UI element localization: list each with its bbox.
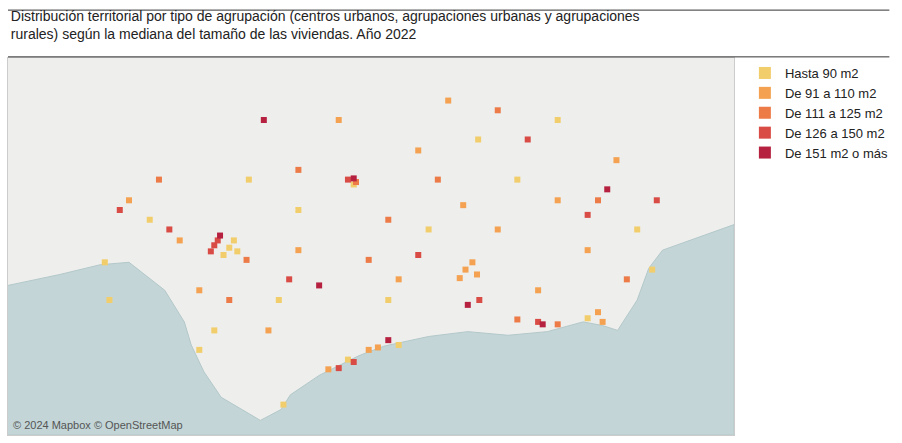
svg-text:De 111 a 125 m2: De 111 a 125 m2 xyxy=(785,106,883,121)
svg-text:© 2024 Mapbox © OpenStreetMap: © 2024 Mapbox © OpenStreetMap xyxy=(13,419,183,431)
svg-text:De 91 a 110 m2: De 91 a 110 m2 xyxy=(785,86,877,101)
svg-text:Hasta 90 m2: Hasta 90 m2 xyxy=(785,66,859,81)
svg-text:Distribución territorial por t: Distribución territorial por tipo de agr… xyxy=(11,8,640,42)
svg-text:De 126 a 150 m2: De 126 a 150 m2 xyxy=(785,126,885,141)
svg-text:De 151 m2 o más: De 151 m2 o más xyxy=(785,146,888,161)
